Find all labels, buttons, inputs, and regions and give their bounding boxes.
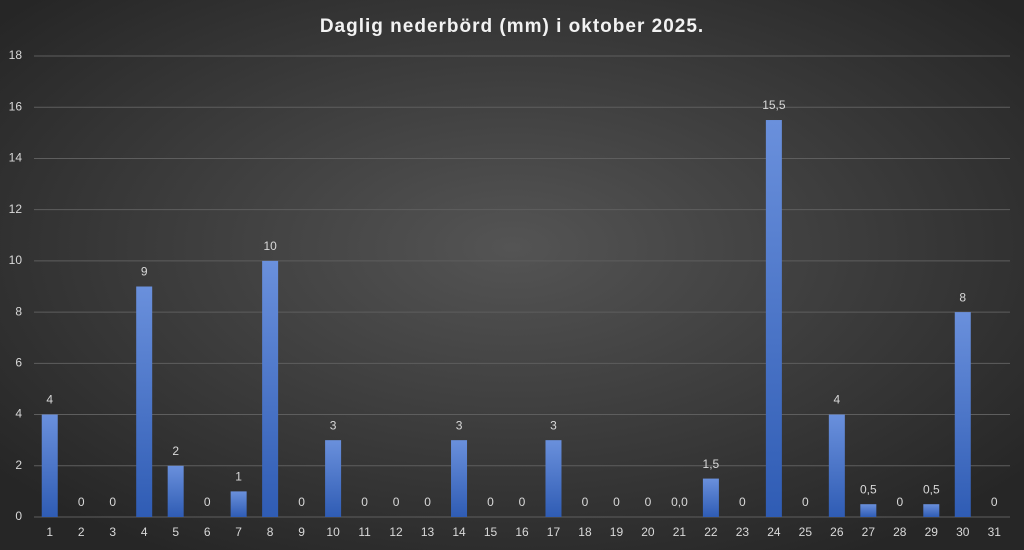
data-label: 0 [739,495,746,509]
x-tick-label: 31 [988,525,1002,539]
data-label: 8 [959,290,966,304]
data-label: 3 [330,418,337,432]
x-tick-label: 11 [358,525,371,539]
y-tick-label: 12 [9,202,23,216]
x-tick-label: 6 [204,525,211,539]
y-tick-label: 0 [15,509,22,523]
data-label: 0 [361,495,368,509]
x-tick-label: 26 [830,525,844,539]
bar [702,478,719,517]
data-label: 15,5 [762,98,786,112]
x-tick-label: 15 [484,525,498,539]
data-label: 0 [582,495,589,509]
data-label: 0 [645,495,652,509]
bar [860,504,877,517]
bar [230,491,247,517]
data-label: 0 [519,495,526,509]
x-tick-label: 4 [141,525,148,539]
x-tick-label: 17 [547,525,561,539]
x-tick-label: 25 [799,525,813,539]
x-tick-label: 14 [452,525,466,539]
x-tick-label: 8 [267,525,274,539]
y-tick-label: 16 [9,99,23,113]
y-tick-label: 2 [15,458,22,472]
x-tick-label: 18 [578,525,592,539]
data-label: 0 [802,495,809,509]
bar [954,312,971,517]
data-label: 9 [141,265,148,279]
x-tick-label: 13 [421,525,435,539]
data-label: 4 [833,393,840,407]
bar [325,440,342,517]
x-tick-label: 23 [736,525,750,539]
y-tick-label: 14 [9,151,23,165]
bar [451,440,468,517]
x-tick-label: 2 [78,525,85,539]
data-label: 0,5 [923,482,940,496]
bar [262,260,279,517]
data-label: 10 [263,239,277,253]
x-tick-label: 19 [610,525,624,539]
y-tick-label: 8 [15,304,22,318]
x-tick-label: 29 [925,525,939,539]
chart-title: Daglig nederbörd (mm) i oktober 2025. [320,16,704,37]
data-label: 0 [424,495,431,509]
data-label: 0 [487,495,494,509]
y-tick-label: 4 [15,407,22,421]
x-tick-label: 28 [893,525,907,539]
data-label: 0 [204,495,211,509]
x-tick-label: 12 [389,525,403,539]
data-label: 0 [613,495,620,509]
x-tick-label: 24 [767,525,781,539]
data-label: 3 [456,418,463,432]
x-tick-label: 7 [235,525,242,539]
data-label: 0 [896,495,903,509]
x-tick-label: 27 [862,525,876,539]
bar [545,440,562,517]
data-label: 0,0 [671,495,688,509]
data-label: 0 [298,495,305,509]
x-tick-label: 21 [673,525,687,539]
bar [923,504,940,517]
x-tick-label: 16 [515,525,529,539]
bar [136,286,153,517]
y-tick-label: 10 [9,253,23,267]
bar [167,465,184,517]
x-tick-label: 1 [46,525,53,539]
data-label: 0 [109,495,116,509]
bar [765,120,782,518]
data-label: 0 [78,495,85,509]
y-tick-label: 18 [9,48,23,62]
x-tick-label: 20 [641,525,655,539]
data-label: 1 [235,470,242,484]
x-tick-label: 3 [109,525,116,539]
x-tick-label: 30 [956,525,970,539]
data-label: 3 [550,418,557,432]
x-tick-label: 5 [172,525,179,539]
x-tick-label: 10 [326,525,340,539]
data-label: 0 [393,495,400,509]
data-label: 1,5 [703,457,720,471]
data-label: 0,5 [860,482,877,496]
data-label: 0 [991,495,998,509]
x-tick-label: 22 [704,525,718,539]
data-label: 4 [46,393,53,407]
data-label: 2 [172,444,179,458]
bar [41,414,58,517]
y-tick-label: 6 [15,356,22,370]
x-tick-label: 9 [298,525,305,539]
bar [828,414,845,517]
